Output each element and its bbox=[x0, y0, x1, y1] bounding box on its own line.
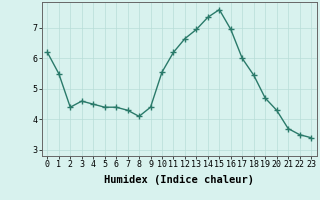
X-axis label: Humidex (Indice chaleur): Humidex (Indice chaleur) bbox=[104, 175, 254, 185]
